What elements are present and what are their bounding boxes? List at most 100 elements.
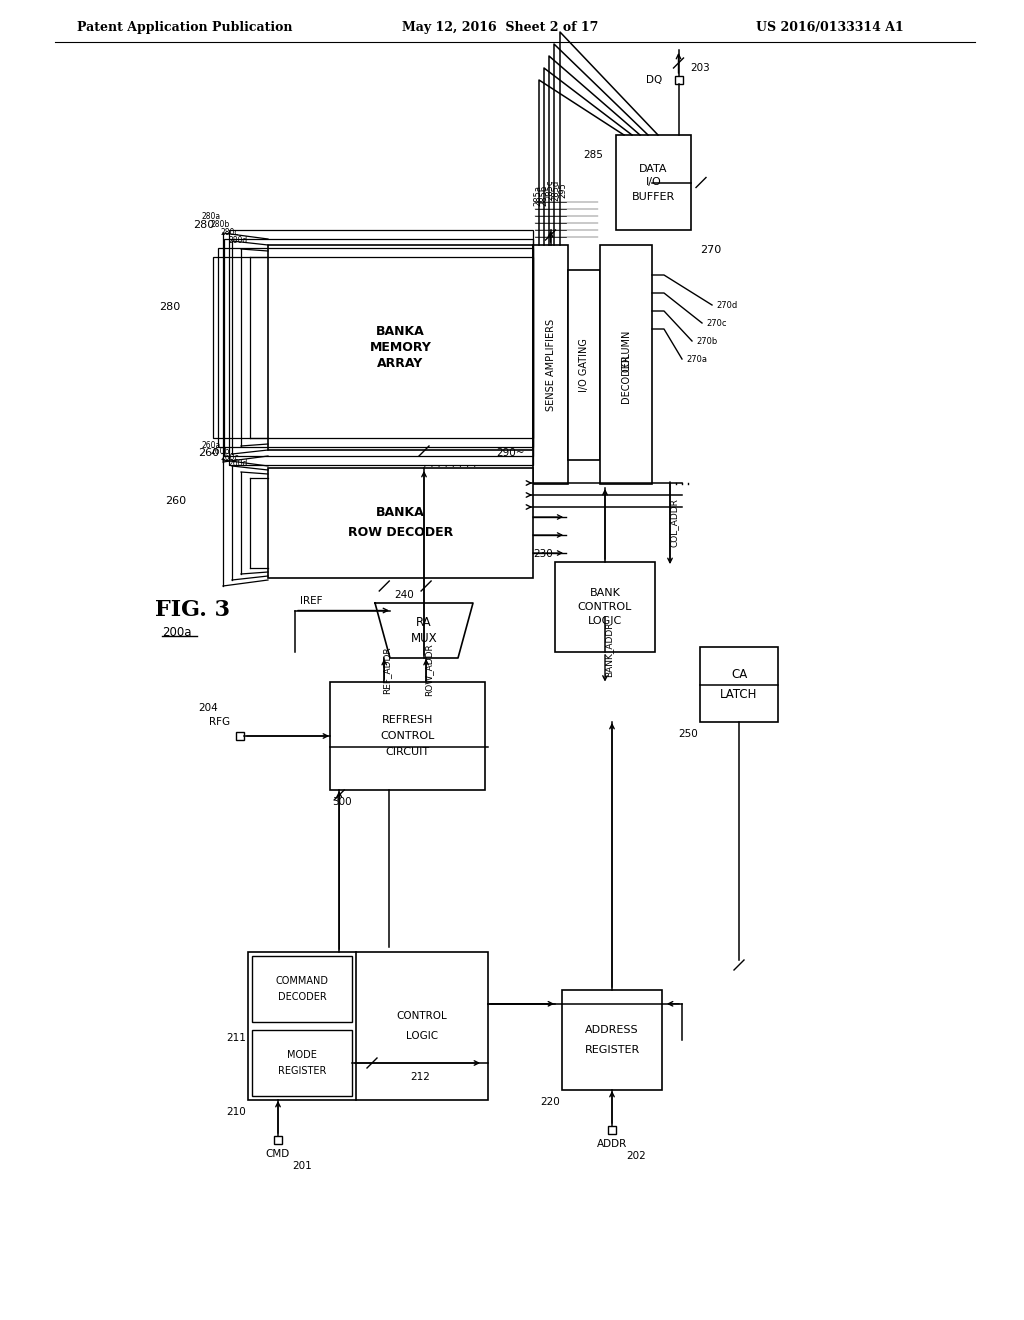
Bar xyxy=(229,230,534,465)
Text: REGISTER: REGISTER xyxy=(585,1045,640,1055)
Text: 200a: 200a xyxy=(162,626,191,639)
Text: 203: 203 xyxy=(690,63,711,73)
Text: BANKA: BANKA xyxy=(376,507,425,520)
Text: . . . . . . . .: . . . . . . . . xyxy=(423,459,477,469)
Text: LOGIC: LOGIC xyxy=(406,1031,438,1041)
Text: 211: 211 xyxy=(226,1034,246,1043)
Text: 270: 270 xyxy=(700,246,721,255)
Text: RFG: RFG xyxy=(209,717,230,727)
Text: BUFFER: BUFFER xyxy=(632,191,675,202)
Text: COLUMN: COLUMN xyxy=(621,329,631,372)
Text: 280d: 280d xyxy=(228,236,248,246)
Text: US 2016/0133314 A1: US 2016/0133314 A1 xyxy=(756,21,904,33)
Bar xyxy=(555,562,655,652)
Bar xyxy=(252,956,352,1022)
Text: LOGIC: LOGIC xyxy=(588,616,623,626)
Text: 260d: 260d xyxy=(228,459,248,469)
Text: ARRAY: ARRAY xyxy=(378,356,424,370)
Bar xyxy=(268,469,534,578)
Bar xyxy=(700,647,778,722)
Text: 270d: 270d xyxy=(716,301,737,309)
Bar xyxy=(224,239,534,455)
Text: LATCH: LATCH xyxy=(720,688,758,701)
Bar xyxy=(274,1137,282,1144)
Text: COMMAND: COMMAND xyxy=(275,975,329,986)
Text: 260b: 260b xyxy=(211,447,230,455)
Text: FIG. 3: FIG. 3 xyxy=(155,599,230,620)
Text: 280: 280 xyxy=(193,220,214,230)
Text: ROW DECODER: ROW DECODER xyxy=(348,527,454,540)
Text: 285a: 285a xyxy=(534,185,543,206)
Text: CA: CA xyxy=(731,668,748,681)
Text: 212: 212 xyxy=(410,1072,430,1082)
Text: 285b: 285b xyxy=(540,185,549,206)
Bar xyxy=(608,1126,616,1134)
Text: 240: 240 xyxy=(394,590,414,601)
Text: REF_ADDR: REF_ADDR xyxy=(383,647,392,694)
Bar xyxy=(568,271,600,459)
Bar xyxy=(248,952,488,1100)
Text: 290~: 290~ xyxy=(497,447,525,458)
Bar xyxy=(213,257,534,438)
Text: 280a: 280a xyxy=(202,213,221,220)
Text: 270c: 270c xyxy=(706,318,726,327)
Text: 295: 295 xyxy=(558,182,567,198)
Text: 220: 220 xyxy=(541,1097,560,1107)
Bar xyxy=(562,990,662,1090)
Text: CIRCUIT: CIRCUIT xyxy=(385,747,429,756)
Text: 270b: 270b xyxy=(696,337,717,346)
Text: 204: 204 xyxy=(199,704,218,713)
Text: CONTROL: CONTROL xyxy=(396,1011,447,1020)
Text: BANK_ADDR: BANK_ADDR xyxy=(604,622,613,677)
Text: CMD: CMD xyxy=(266,1148,290,1159)
Text: 270a: 270a xyxy=(686,355,707,363)
Text: DECODER: DECODER xyxy=(278,993,327,1002)
Text: DQ: DQ xyxy=(646,75,663,84)
Text: 260: 260 xyxy=(165,496,186,506)
Text: 285: 285 xyxy=(583,150,603,160)
Bar xyxy=(330,682,485,789)
Bar xyxy=(218,248,534,447)
Text: COL_ADDR: COL_ADDR xyxy=(670,499,679,548)
Text: BANK: BANK xyxy=(590,587,621,598)
Text: 260a: 260a xyxy=(202,441,221,450)
Text: MUX: MUX xyxy=(411,632,437,645)
Text: MEMORY: MEMORY xyxy=(370,341,431,354)
Text: 201: 201 xyxy=(292,1162,311,1171)
Text: DATA: DATA xyxy=(639,164,668,173)
Text: 280: 280 xyxy=(159,301,180,312)
Bar xyxy=(534,246,568,484)
Bar xyxy=(600,246,652,484)
Text: I/O GATING: I/O GATING xyxy=(579,338,589,392)
Text: CONTROL: CONTROL xyxy=(578,602,632,612)
Text: SENSE AMPLIFIERS: SENSE AMPLIFIERS xyxy=(546,318,555,411)
Text: 260: 260 xyxy=(198,447,219,458)
Text: 210: 210 xyxy=(226,1107,246,1117)
Text: DECODER: DECODER xyxy=(621,354,631,403)
Text: CONTROL: CONTROL xyxy=(380,731,434,741)
Text: 202: 202 xyxy=(626,1151,646,1162)
Text: 285c: 285c xyxy=(546,180,555,201)
Bar xyxy=(268,246,534,450)
Text: IREF: IREF xyxy=(300,595,323,606)
Text: ADDR: ADDR xyxy=(597,1139,627,1148)
Bar xyxy=(252,1030,352,1096)
Text: I/O: I/O xyxy=(645,177,662,187)
Text: REGISTER: REGISTER xyxy=(278,1067,327,1076)
Text: 300: 300 xyxy=(332,797,351,807)
Text: 230: 230 xyxy=(534,549,553,558)
Text: May 12, 2016  Sheet 2 of 17: May 12, 2016 Sheet 2 of 17 xyxy=(401,21,598,33)
Text: 285d: 285d xyxy=(552,180,560,201)
Bar xyxy=(616,135,691,230)
Text: ADDRESS: ADDRESS xyxy=(585,1026,639,1035)
Bar xyxy=(236,733,244,741)
Text: RA: RA xyxy=(416,616,432,630)
Text: BANKA: BANKA xyxy=(376,325,425,338)
Text: 280b: 280b xyxy=(211,220,230,228)
Text: ROW_ADDR: ROW_ADDR xyxy=(425,644,433,697)
Text: REFRESH: REFRESH xyxy=(382,715,433,725)
Bar xyxy=(675,77,683,84)
Text: Patent Application Publication: Patent Application Publication xyxy=(77,21,293,33)
Text: 250: 250 xyxy=(678,729,698,739)
Text: MODE: MODE xyxy=(287,1049,317,1060)
